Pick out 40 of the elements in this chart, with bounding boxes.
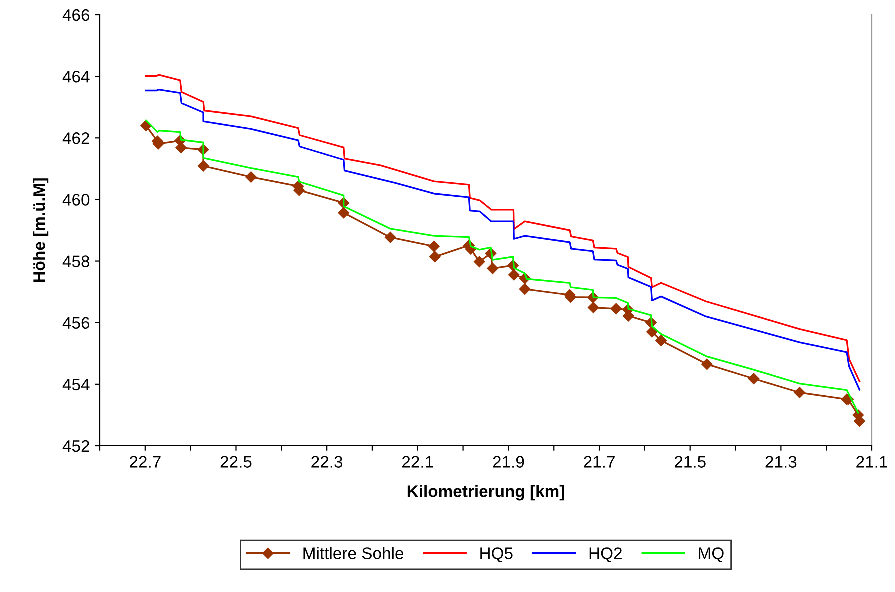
y-tick-label: 464	[62, 70, 90, 83]
point	[794, 387, 806, 398]
y-tick-label: 466	[62, 9, 90, 22]
legend-label: Mittlere Sohle	[304, 547, 404, 560]
point	[748, 373, 760, 384]
y-tick-label: 460	[62, 194, 90, 206]
x-tick-label: 21.1	[856, 456, 888, 468]
point	[430, 251, 441, 263]
point	[588, 302, 600, 314]
legend-label: MQ	[699, 548, 724, 562]
x-tick-label: 22.5	[220, 456, 252, 468]
point	[338, 207, 350, 219]
point	[646, 326, 658, 338]
x-tick-label: 21.5	[674, 456, 706, 468]
y-tick-label: 452	[62, 440, 90, 452]
point	[246, 172, 257, 183]
x-tick-label: 21.3	[766, 456, 797, 468]
x-tick-label: 21.9	[493, 456, 524, 468]
point	[519, 284, 531, 295]
point	[428, 240, 440, 252]
y-tick-label: 458	[62, 256, 90, 268]
x-tick-label: 21.7	[584, 456, 615, 468]
point	[610, 303, 622, 315]
x-tick-label: 22.3	[312, 456, 343, 468]
point	[702, 358, 713, 370]
x-tick-label: 22.7	[130, 456, 161, 468]
point	[385, 232, 396, 244]
point	[487, 263, 498, 274]
legend-label: HQ5	[480, 548, 513, 562]
y-axis-title: Höhe [m.ü.M]	[33, 178, 49, 282]
y-tick-label: 462	[62, 132, 90, 144]
point	[508, 270, 520, 281]
point	[656, 335, 667, 346]
x-axis-title: Kilometrierung [km]	[408, 485, 564, 501]
legend-label: HQ2	[590, 548, 622, 562]
x-tick-label: 22.1	[402, 456, 434, 468]
y-tick-label: 454	[62, 379, 90, 391]
point	[198, 160, 210, 172]
y-tick-label: 456	[62, 317, 90, 330]
point	[474, 256, 486, 268]
